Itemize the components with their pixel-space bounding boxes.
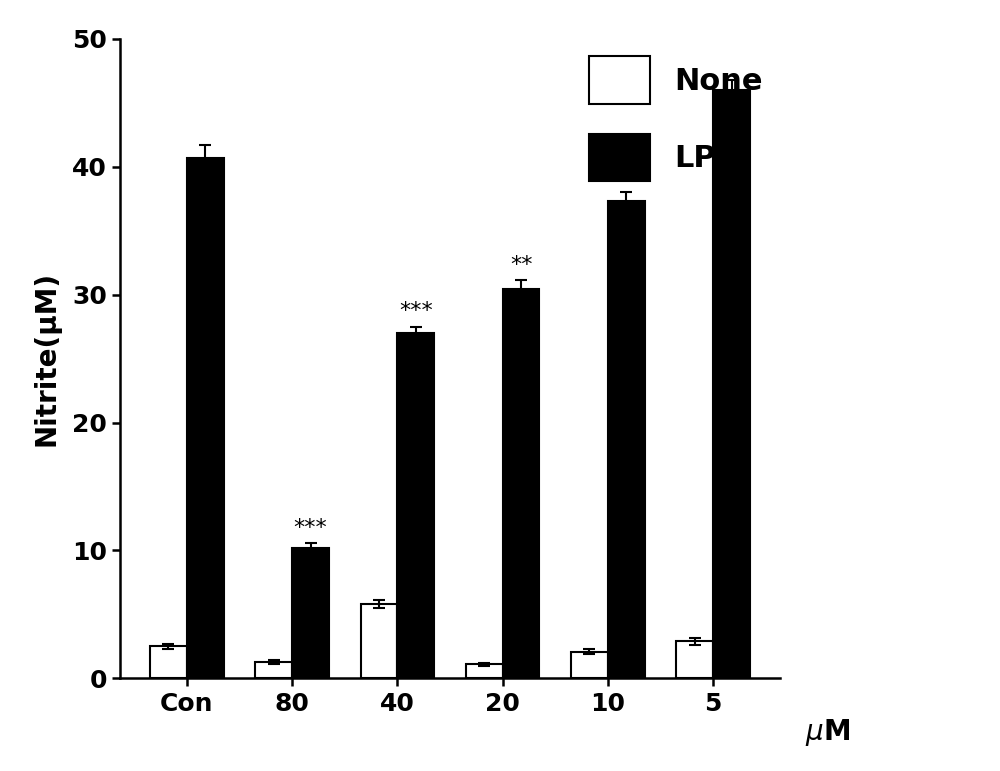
Bar xyxy=(466,665,503,678)
Bar xyxy=(187,157,224,678)
Bar xyxy=(150,646,187,678)
Text: *: * xyxy=(621,167,632,187)
Bar xyxy=(608,201,645,678)
Bar xyxy=(292,548,329,678)
Bar xyxy=(503,289,539,678)
Bar xyxy=(361,604,397,678)
Bar xyxy=(255,662,292,678)
Bar xyxy=(676,641,713,678)
Y-axis label: Nitrite(μM): Nitrite(μM) xyxy=(33,271,61,446)
Text: $\mu$M: $\mu$M xyxy=(805,717,850,749)
Legend: None, LPS: None, LPS xyxy=(573,41,778,197)
Bar xyxy=(713,89,750,678)
Bar xyxy=(397,333,434,678)
Text: **: ** xyxy=(510,255,532,275)
Text: ***: *** xyxy=(399,301,433,322)
Bar xyxy=(571,651,608,678)
Text: ***: *** xyxy=(294,517,327,537)
